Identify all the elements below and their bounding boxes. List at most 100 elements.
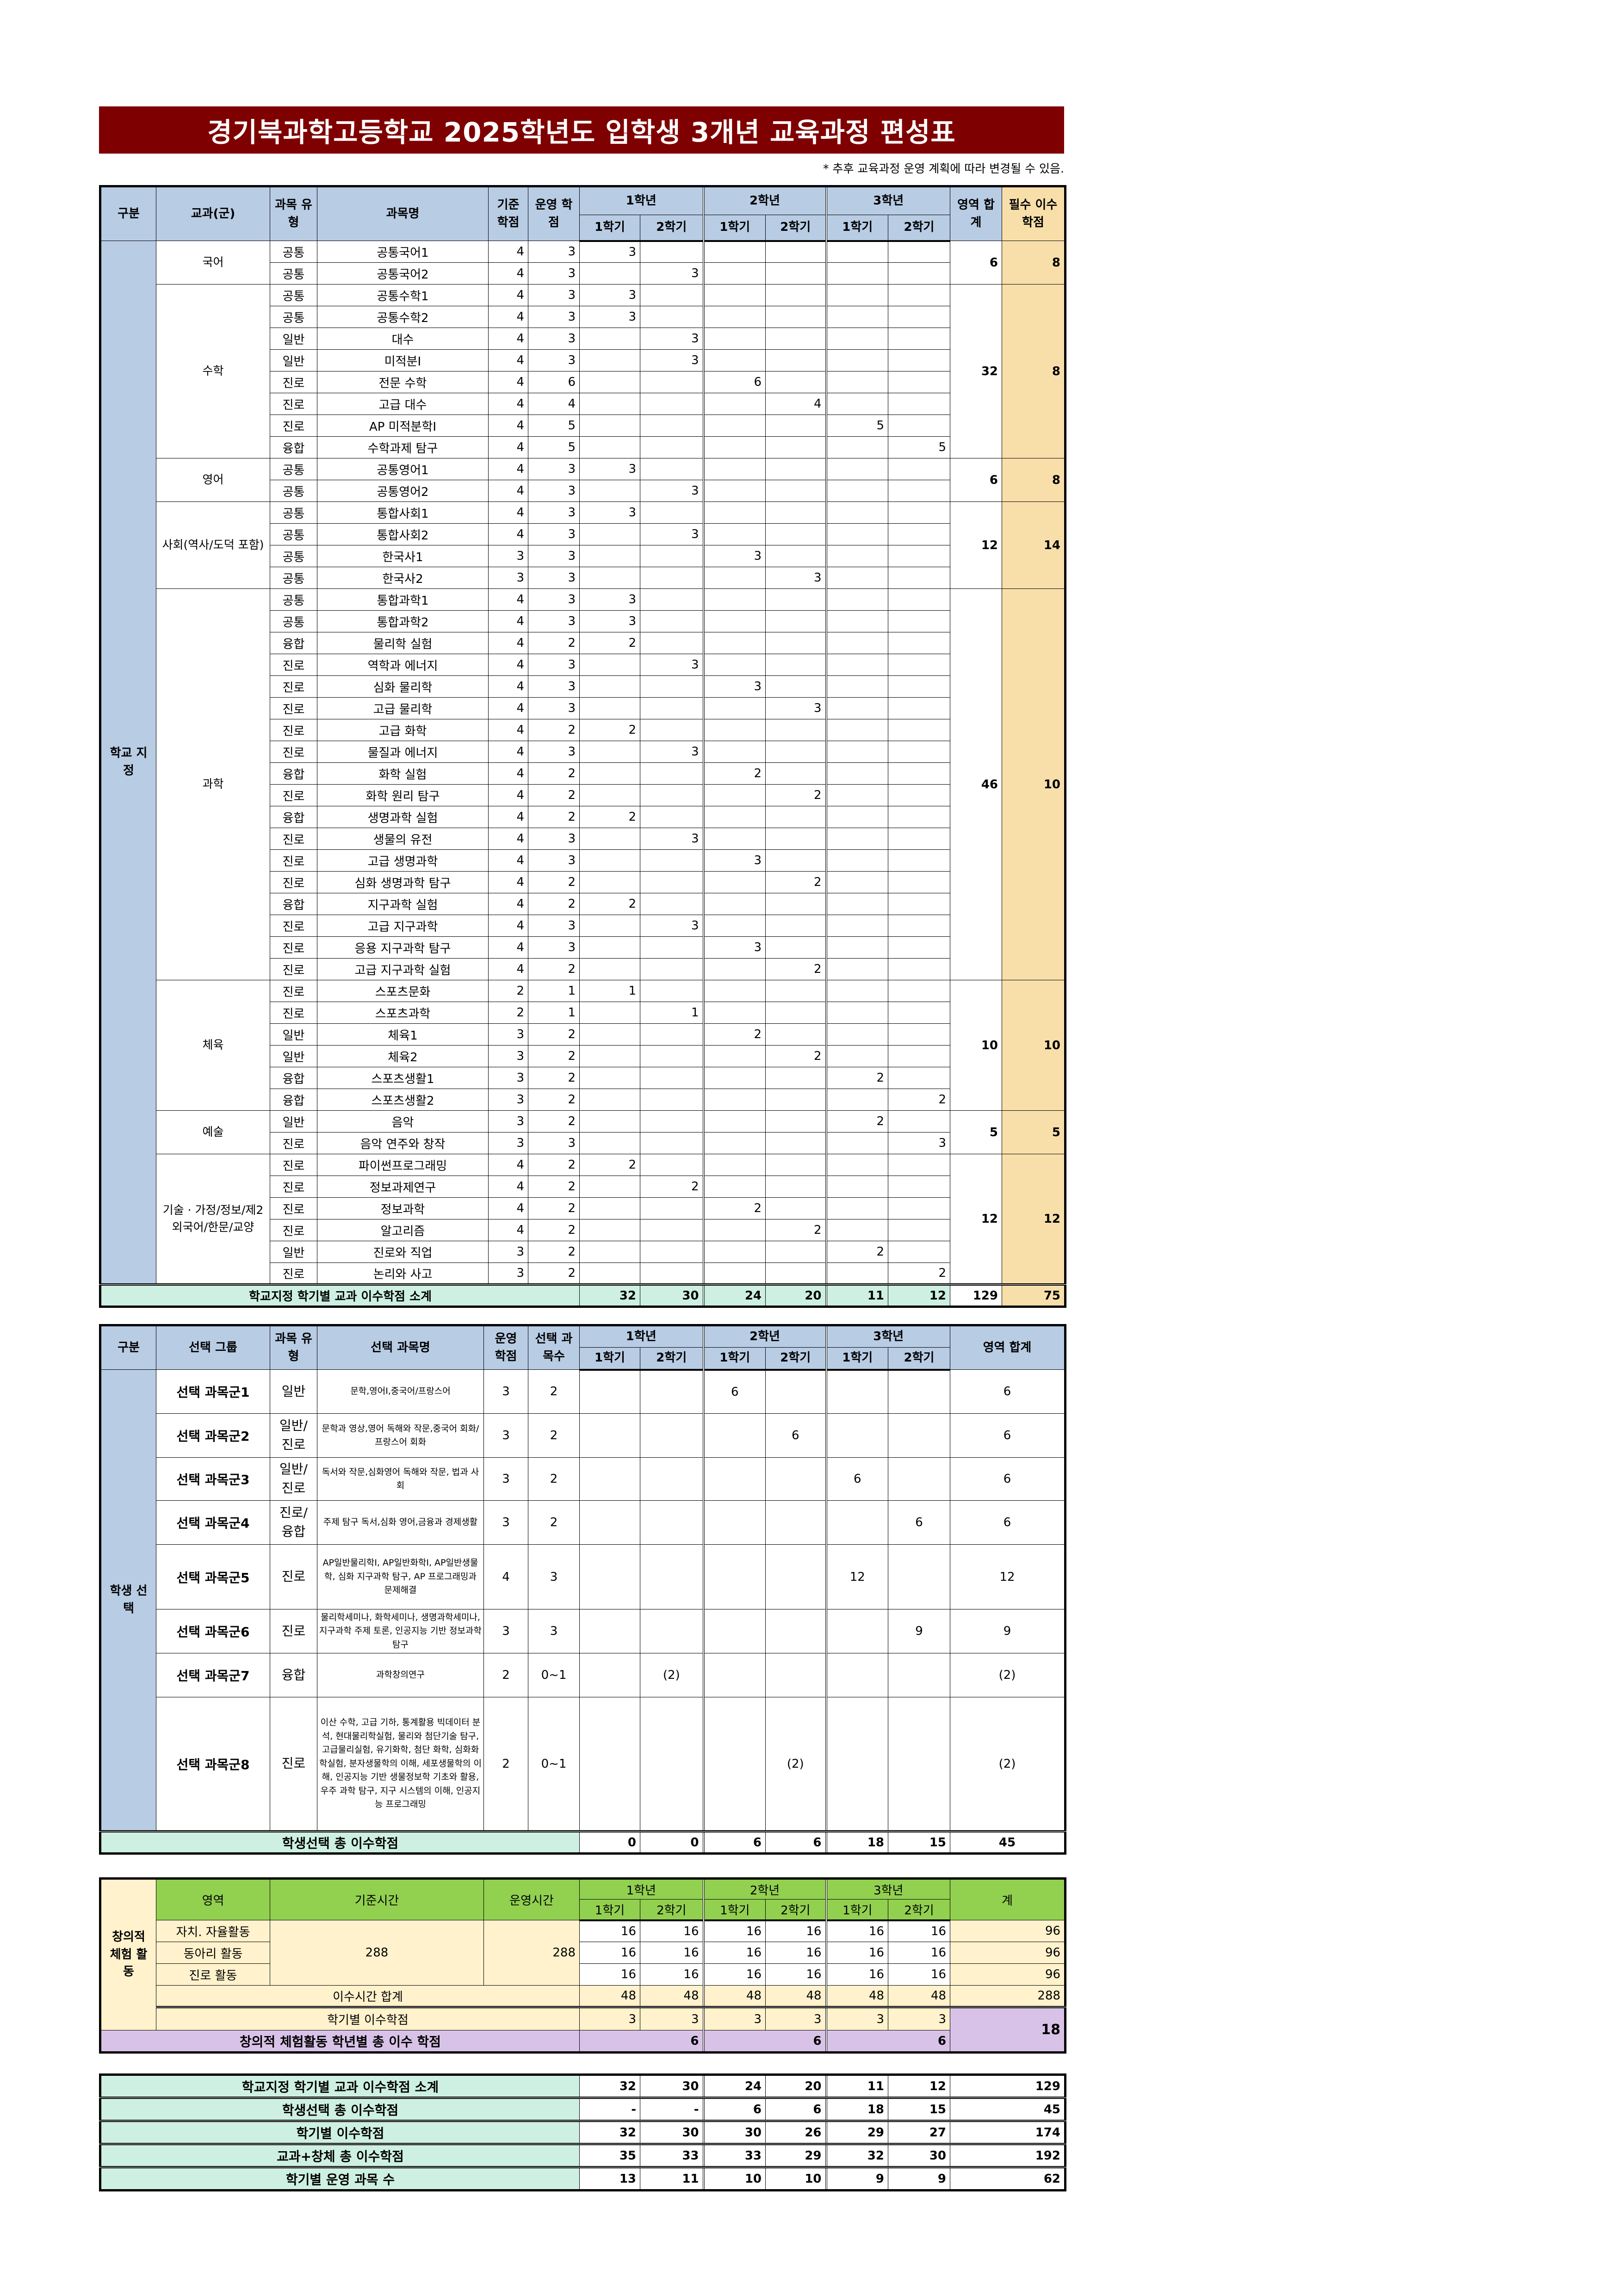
subject-type: 진로: [270, 675, 317, 698]
subject-type: 융합: [270, 1089, 317, 1111]
semester-credits: [888, 1369, 950, 1414]
subject-type: 진로: [270, 871, 317, 893]
semester-credits: [825, 762, 888, 785]
required-credits: 10: [1002, 980, 1065, 1111]
table-row: 선택 과목군7 융합 과학창의연구 2 0~1 (2) (2): [100, 1653, 1065, 1697]
semester-credits: [579, 1697, 640, 1832]
semester-credits: [825, 654, 888, 676]
summary-value: 6: [765, 2097, 826, 2121]
subject-type: 진로: [270, 719, 317, 741]
table-row: 공통 한국사1 3 3 3: [100, 545, 1065, 567]
semester-credits: [765, 436, 826, 458]
semester-credits: [640, 588, 704, 611]
semester-credits: [579, 1067, 640, 1089]
semester-credits: [888, 1023, 950, 1046]
operating-credits: 3: [528, 849, 580, 872]
header-year-2: 2학년: [702, 1325, 826, 1348]
semester-credits: [579, 523, 640, 545]
area-sum: 6: [950, 1500, 1065, 1545]
semester-credits: [702, 1413, 766, 1458]
semester-credits: 3: [702, 545, 766, 567]
semester-credits: [579, 480, 640, 502]
summary-value: 30: [888, 2143, 950, 2167]
semester-credits: [888, 1457, 950, 1501]
base-credits: 4: [488, 719, 528, 741]
semester-credits: [702, 784, 766, 806]
subject-name: 고급 지구과학: [317, 915, 489, 937]
base-credits: 4: [488, 762, 528, 785]
subject-type: 공통: [270, 284, 317, 306]
semester-credits: [579, 1132, 640, 1154]
subject-name: 음악 연주와 창작: [317, 1132, 489, 1154]
area-sum: 9: [950, 1609, 1065, 1653]
semester-credits: 2: [579, 893, 640, 915]
operating-credits: 3: [528, 915, 580, 937]
semester-credits: [640, 1132, 704, 1154]
base-credits: 3: [488, 1045, 528, 1067]
operating-credits: 2: [483, 1653, 528, 1697]
selection-count: 3: [528, 1609, 580, 1653]
operating-credits: 3: [528, 610, 580, 632]
subject-type: 공통: [270, 523, 317, 545]
semester-credits: 5: [825, 415, 888, 437]
subject-type: 융합: [270, 632, 317, 654]
header-year-3: 3학년: [825, 186, 950, 215]
semester-credits: (2): [765, 1697, 826, 1832]
semester-credits: 3: [702, 936, 766, 959]
semester-credits: [825, 1023, 888, 1046]
semester-credits: [640, 306, 704, 328]
semester-credits: [765, 501, 826, 524]
subject-name: 체육1: [317, 1023, 489, 1046]
semester-credits: [825, 1197, 888, 1219]
semester-credits: [825, 262, 888, 285]
subject-type: 일반/ 진로: [270, 1457, 317, 1501]
semester-credits: [825, 784, 888, 806]
subject-type: 일반: [270, 328, 317, 350]
operating-credits: 2: [528, 1110, 580, 1133]
semester-credits: 3: [579, 588, 640, 611]
subject-name: 공통수학1: [317, 284, 489, 306]
semester-credits: [765, 936, 826, 959]
header-area-sum: 영역 합계: [950, 186, 1002, 241]
elective-total-value: 0: [579, 1830, 640, 1854]
header-year-2: 2학년: [702, 186, 826, 215]
header-total: 계: [950, 1878, 1066, 1920]
elective-total-area-sum: 45: [950, 1830, 1065, 1854]
semester-credits: [825, 1653, 888, 1697]
semester-credits: [579, 415, 640, 437]
year-total-value: 6: [579, 2030, 704, 2053]
base-credits: 4: [488, 393, 528, 415]
operating-credits: 2: [528, 719, 580, 741]
operating-credits: 3: [528, 523, 580, 545]
base-credits: 4: [488, 328, 528, 350]
table-row: 학기별 운영 과목 수 13 11 10 10 9 9 62: [100, 2166, 1065, 2191]
semester-credits: [579, 1609, 640, 1653]
semester-credits: 2: [825, 1110, 888, 1133]
operating-credits: 3: [528, 480, 580, 502]
operating-credits: 3: [528, 349, 580, 371]
semester-credits: [702, 306, 766, 328]
base-credits: 4: [488, 349, 528, 371]
subject-name: 공통수학2: [317, 306, 489, 328]
summary-value: 32: [579, 2120, 640, 2144]
header-year-3: 3학년: [825, 1325, 950, 1348]
semester-credits: [702, 741, 766, 763]
base-credits: 4: [488, 1176, 528, 1198]
subject-type: 진로: [270, 415, 317, 437]
operating-credits: 3: [483, 1500, 528, 1545]
semester-credits: 3: [579, 610, 640, 632]
semester-credits: [579, 849, 640, 872]
semester-credits: 3: [640, 741, 704, 763]
semester-credits: [888, 1154, 950, 1176]
semester-credits: 2: [825, 1067, 888, 1089]
semester-credits: [888, 936, 950, 959]
base-credits: 3: [488, 1067, 528, 1089]
base-credits: 4: [488, 871, 528, 893]
semester-credits: 2: [825, 1241, 888, 1263]
base-credits: 4: [488, 828, 528, 850]
semester-credits: [825, 828, 888, 850]
subject-type: 진로/ 융합: [270, 1500, 317, 1545]
semester-credits: [888, 284, 950, 306]
base-credits: 4: [488, 936, 528, 959]
header-base-credits: 기준 학점: [488, 186, 528, 241]
